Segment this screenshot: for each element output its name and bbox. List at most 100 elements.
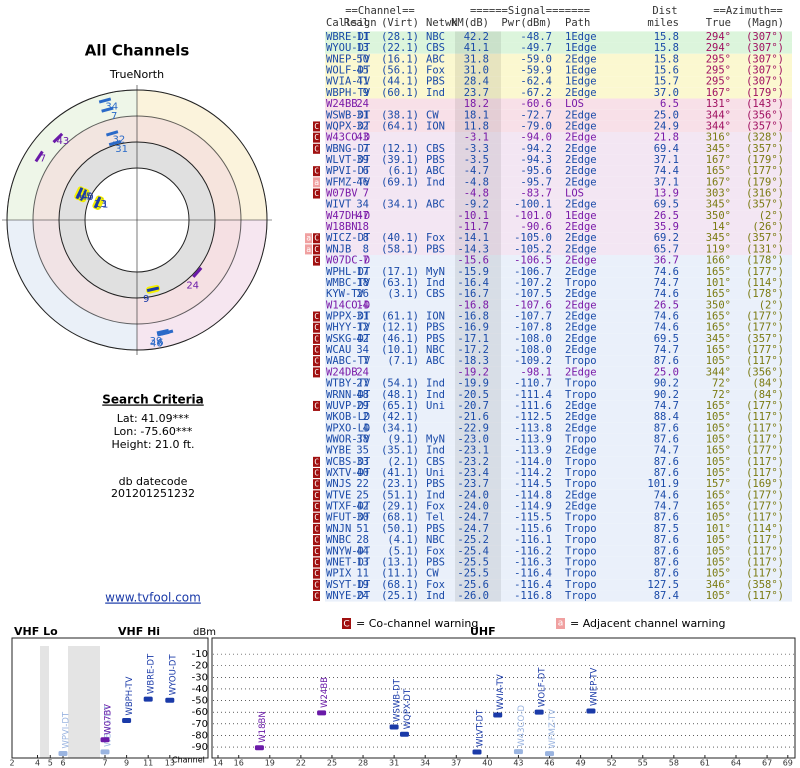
cell: 87.6 <box>654 545 679 557</box>
warning-icon <box>313 311 320 322</box>
cell: 131° <box>706 98 731 110</box>
signal-bar <box>165 697 175 703</box>
cell: -3.3 <box>464 143 489 155</box>
row-background <box>325 355 792 367</box>
cell: WSYT-DT <box>326 579 371 591</box>
warning-text: C <box>314 457 322 466</box>
signal-label: W24BB <box>320 677 330 708</box>
warning-icon <box>313 579 320 590</box>
cell: (117°) <box>746 590 784 602</box>
cell: 26.5 <box>654 210 679 222</box>
row-background <box>325 568 792 580</box>
warning-text: C <box>314 558 322 567</box>
warning-icon <box>313 468 320 479</box>
cell: 38 <box>356 433 369 445</box>
cell: (358°) <box>746 579 784 591</box>
x-tick-label: 25 <box>327 759 337 768</box>
cell: -9.2 <box>464 199 489 211</box>
cell: -109.2 <box>514 355 552 367</box>
cell: 2Edge <box>565 87 597 99</box>
cell: (29.1) <box>381 501 419 513</box>
radar-marker <box>101 106 114 113</box>
cell: -106.7 <box>514 266 552 278</box>
cell: -111.6 <box>514 400 552 412</box>
cell: WBRE-DT <box>326 31 371 43</box>
warning-icon <box>313 546 320 557</box>
cell: 295° <box>706 65 731 77</box>
signal-bar <box>122 718 132 724</box>
cell: -16.9 <box>457 322 489 334</box>
cell: 345° <box>706 143 731 155</box>
cell: W07DC-D <box>326 255 370 267</box>
site-link[interactable]: www.tvfool.com <box>105 591 201 605</box>
cell: Ind <box>426 176 445 188</box>
row-background <box>325 467 792 479</box>
cell: -107.8 <box>514 322 552 334</box>
warning-icon <box>313 591 320 601</box>
signal-bar <box>254 745 264 751</box>
cell: (65.1) <box>381 400 419 412</box>
cell: -113.8 <box>514 422 552 434</box>
cell: 167° <box>706 154 731 166</box>
radar-label: 9 <box>143 294 149 305</box>
cell: 15.7 <box>654 76 679 88</box>
cell: 344° <box>706 120 731 132</box>
signal-label: WYOU-DT <box>168 654 178 696</box>
cell: ABC <box>426 165 445 177</box>
x-tick-label: 40 <box>482 759 492 768</box>
cell: 2Edge <box>565 109 597 121</box>
cell: -25.2 <box>457 534 489 546</box>
cell: (41.1) <box>381 467 419 479</box>
cell: 74.7 <box>654 277 679 289</box>
cell: PBS <box>426 154 445 166</box>
x-tick-label: 14 <box>213 759 223 768</box>
x-tick-label: 52 <box>607 759 617 768</box>
cell: 74.7 <box>654 445 679 457</box>
column-header: NM(dB) <box>451 17 489 29</box>
row-background <box>325 366 792 378</box>
row-background <box>325 489 792 501</box>
cell: 41.1 <box>464 42 489 54</box>
row-background <box>325 322 792 334</box>
cell: -15.9 <box>457 266 489 278</box>
radar-label: 43 <box>57 136 70 147</box>
cell: -21.6 <box>457 411 489 423</box>
cell: (117°) <box>746 456 784 468</box>
cell: PBS <box>426 322 445 334</box>
cell: MyN <box>426 266 445 278</box>
cell: 105° <box>706 467 731 479</box>
cell: 11 <box>356 31 369 43</box>
cell: 13 <box>356 42 369 54</box>
cell: WTXF-DT <box>326 501 371 513</box>
cell: Tropo <box>565 467 597 479</box>
cell: (5.1) <box>387 545 419 557</box>
cell: 8 <box>363 232 369 244</box>
row-background <box>325 377 792 390</box>
cell: 127.5 <box>647 579 679 591</box>
cell: WPXO-LD <box>326 422 370 434</box>
cell: -107.2 <box>514 277 552 289</box>
x-tick-label: 46 <box>544 759 554 768</box>
cell: Tropo <box>565 590 597 602</box>
cell: WCAU <box>326 344 351 356</box>
cell: -116.2 <box>514 545 552 557</box>
cell: -116.4 <box>514 568 552 580</box>
cell: 36.7 <box>654 255 679 267</box>
cell: (117°) <box>746 534 784 546</box>
warning-text: C <box>314 368 322 377</box>
row-background <box>325 288 792 300</box>
legend <box>342 618 565 629</box>
signal-label: WFMZ-TV <box>548 709 558 749</box>
warning-icon <box>313 535 320 546</box>
radar-marker <box>75 187 84 200</box>
cell: W43CO-D <box>326 132 370 144</box>
cell: CBS <box>426 288 445 300</box>
radar-label: 32 <box>113 134 126 145</box>
row-background <box>325 232 792 244</box>
cell: 47 <box>356 210 369 222</box>
signal-label: WBPH-TV <box>125 676 135 715</box>
cell: 33 <box>356 456 369 468</box>
cell: 165° <box>706 400 731 412</box>
radar-marker <box>108 139 122 147</box>
warning-icon <box>313 512 320 523</box>
